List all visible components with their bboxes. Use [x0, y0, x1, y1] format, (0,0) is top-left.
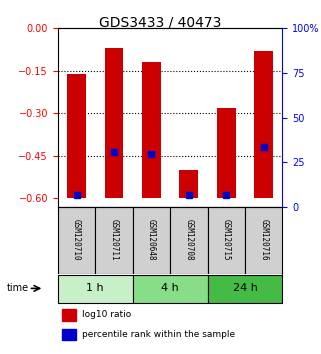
Text: GSM120715: GSM120715 — [222, 219, 231, 261]
Text: log10 ratio: log10 ratio — [82, 310, 132, 319]
Text: GSM120711: GSM120711 — [109, 219, 118, 261]
FancyBboxPatch shape — [95, 207, 133, 274]
Text: GSM120708: GSM120708 — [184, 219, 193, 261]
Bar — [62, 329, 76, 340]
Bar — [105, 48, 123, 198]
Text: GSM120716: GSM120716 — [259, 219, 268, 261]
Bar — [179, 170, 198, 198]
Text: GSM120648: GSM120648 — [147, 219, 156, 261]
FancyBboxPatch shape — [133, 207, 170, 274]
FancyBboxPatch shape — [208, 207, 245, 274]
FancyBboxPatch shape — [58, 207, 95, 274]
Text: time: time — [6, 284, 29, 293]
FancyBboxPatch shape — [58, 275, 133, 303]
Bar — [254, 51, 273, 198]
Text: 4 h: 4 h — [161, 284, 179, 293]
FancyBboxPatch shape — [245, 207, 282, 274]
FancyBboxPatch shape — [208, 275, 282, 303]
Bar — [217, 108, 236, 198]
Text: percentile rank within the sample: percentile rank within the sample — [82, 330, 236, 339]
Bar — [67, 74, 86, 198]
Bar — [142, 62, 161, 198]
Bar — [62, 309, 76, 321]
Text: 1 h: 1 h — [86, 284, 104, 293]
FancyBboxPatch shape — [170, 207, 208, 274]
Text: GSM120710: GSM120710 — [72, 219, 81, 261]
FancyBboxPatch shape — [133, 275, 208, 303]
Text: GDS3433 / 40473: GDS3433 / 40473 — [99, 16, 222, 30]
Text: 24 h: 24 h — [233, 284, 257, 293]
